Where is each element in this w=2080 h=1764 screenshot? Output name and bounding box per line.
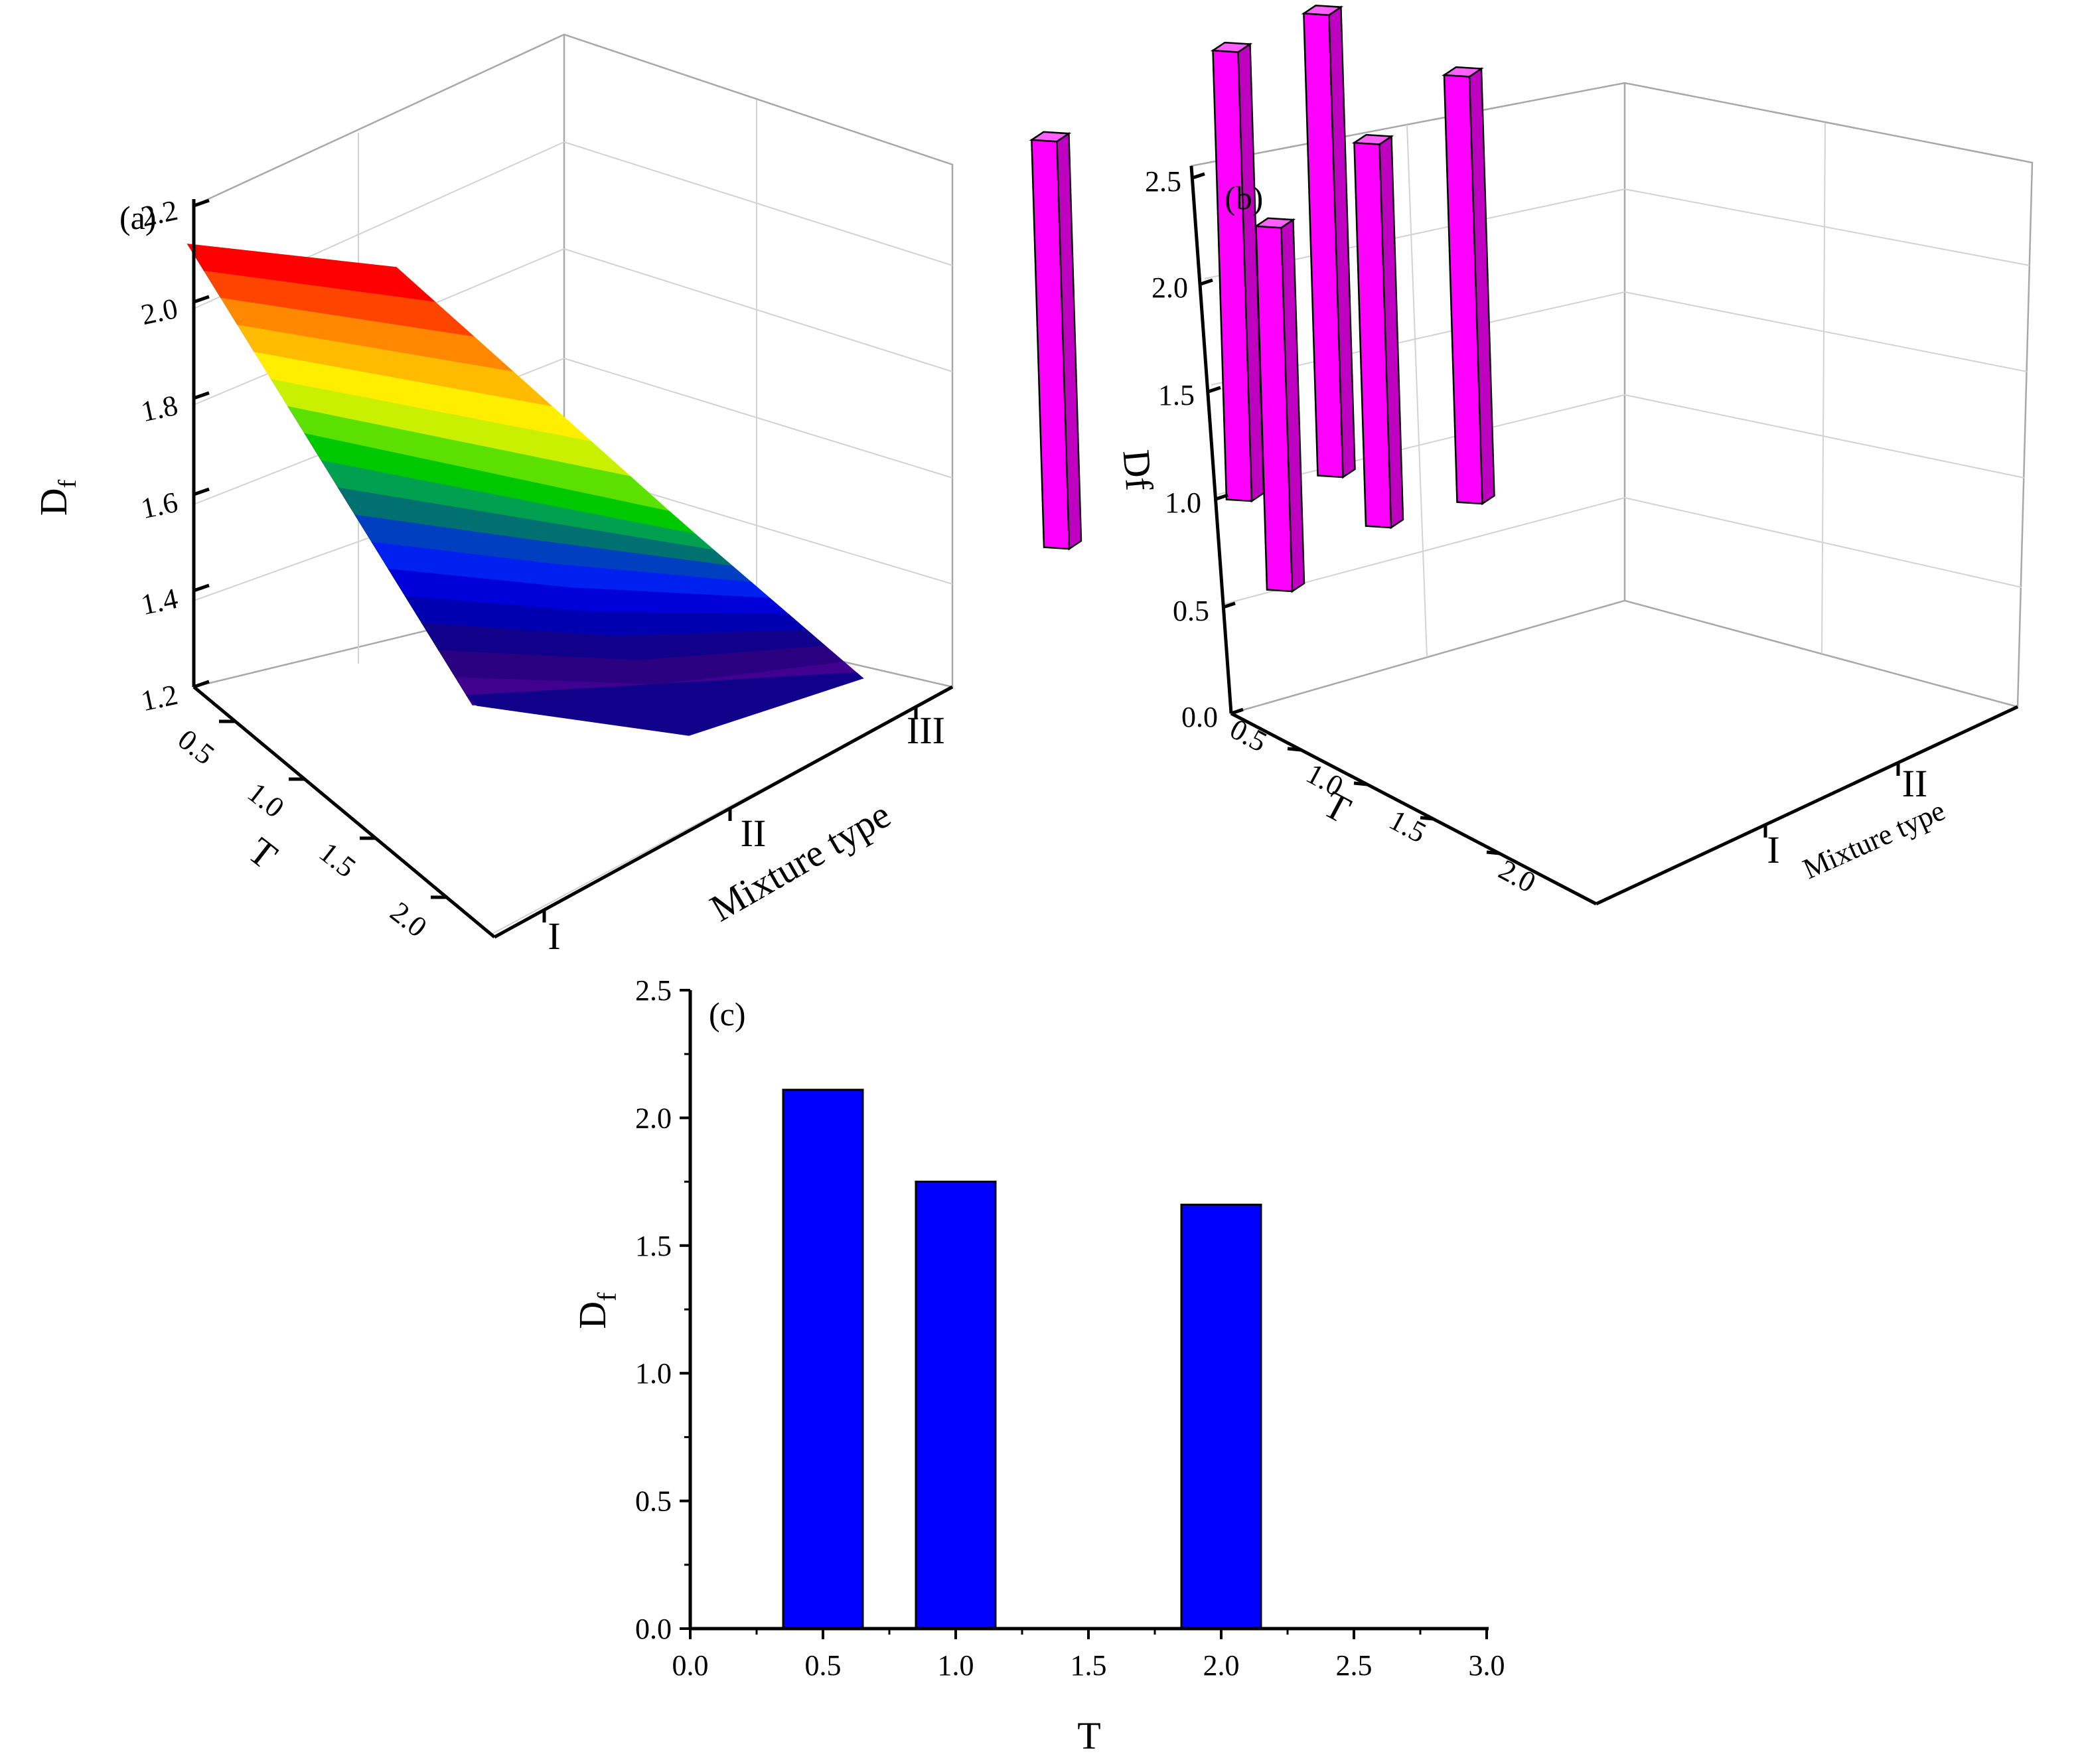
panel-c-y-axis-label: Df bbox=[571, 1292, 622, 1329]
panel-a-mixture-axis-label: Mixture type bbox=[703, 792, 897, 930]
panel-a-t-tick-label: 1.5 bbox=[313, 836, 362, 883]
panel-b-label: (b) bbox=[1225, 179, 1263, 216]
panel-c-x-tick-label: 2.0 bbox=[1203, 1649, 1240, 1682]
panel-c-x-axis-label: T bbox=[1077, 1714, 1100, 1757]
panel-a-z-tick-label: 1.6 bbox=[138, 486, 181, 525]
panel-a-t-tick-label: 0.5 bbox=[172, 723, 221, 771]
panel-a-t-axis-label: T bbox=[240, 829, 285, 877]
panel-b-z-tick-label: 1.0 bbox=[1165, 486, 1201, 519]
panel-a-z-tick-label: 1.8 bbox=[138, 389, 181, 428]
panel-c-bars bbox=[782, 1088, 1262, 1630]
panel-b-t-ticks: 0.5 1.0 1.5 2.0 bbox=[1225, 713, 1541, 899]
panel-b-z-axis bbox=[1189, 165, 1233, 714]
panel-b-z-tick-label: 1.5 bbox=[1158, 379, 1195, 411]
panel-b-t-tick-label: 0.5 bbox=[1225, 713, 1272, 759]
panel-c-y-tick-label: 0.0 bbox=[635, 1613, 672, 1645]
panel-c-bar bbox=[782, 1088, 864, 1630]
panel-a-mixture-tick-label: II bbox=[741, 812, 767, 855]
panel-a-surface-chart: 2.2 2.0 1.8 1.6 1.4 1.2 Df 0.5 1.0 1.5 2… bbox=[32, 33, 954, 958]
panel-a-t-tick-label: 2.0 bbox=[384, 895, 433, 943]
panel-b-t-axis bbox=[1230, 711, 1597, 906]
panel-b-t-tick-label: 1.5 bbox=[1384, 804, 1432, 849]
panel-c-bar bbox=[915, 1181, 997, 1630]
panel-b-z-tick-label: 2.0 bbox=[1151, 271, 1188, 304]
panel-a-label: (a) bbox=[119, 199, 157, 236]
panel-b-bar-top bbox=[1351, 133, 1394, 145]
panel-a-t-axis bbox=[192, 686, 496, 938]
panel-b-z-tick-label: 0.5 bbox=[1173, 595, 1209, 627]
panel-c-x-tick-label: 0.5 bbox=[805, 1649, 842, 1682]
panel-c-bar-chart: 0.0 0.5 1.0 1.5 2.0 2.5 3.00.00.51.01.52.02.5 … bbox=[571, 974, 1505, 1757]
panel-a-z-tick-label: 2.0 bbox=[138, 292, 181, 331]
panel-b-mixture-ticks: I II bbox=[1763, 762, 1928, 871]
panel-c-y-tick-label: 2.0 bbox=[635, 1102, 672, 1134]
panel-c-x-tick-label: 0.0 bbox=[672, 1649, 709, 1682]
panel-b-mixture-axis-label: Mixture type bbox=[1798, 794, 1950, 885]
panel-b-bar-top bbox=[1029, 131, 1072, 143]
panel-b-bar-top bbox=[1210, 41, 1253, 53]
panel-b-bar-top bbox=[1253, 217, 1296, 229]
panel-b-mixture-axis bbox=[1595, 705, 2019, 906]
panel-a-surface bbox=[186, 244, 864, 736]
panel-b-z-ticks: 2.5 2.0 1.5 1.0 0.5 0.0 bbox=[1145, 165, 1244, 733]
panel-a-surface-band bbox=[465, 672, 864, 736]
panel-b-z-tick-label: 0.0 bbox=[1181, 701, 1218, 733]
panel-c-y-tick-label: 1.5 bbox=[635, 1230, 672, 1262]
panel-a-z-ticks: 2.2 2.0 1.8 1.6 1.4 1.2 bbox=[138, 194, 210, 717]
panel-c-x-tick-label: 1.0 bbox=[938, 1649, 974, 1682]
panel-b-mixture-tick-label: II bbox=[1902, 762, 1928, 805]
panel-a-mixture-axis bbox=[493, 685, 954, 939]
panel-b-z-axis-label: Df bbox=[1114, 448, 1161, 492]
panel-b-mixture-tick-label: I bbox=[1767, 828, 1779, 871]
panel-c-bar bbox=[1180, 1203, 1262, 1630]
panel-a-mixture-tick-label: III bbox=[907, 709, 945, 752]
panel-a-t-ticks: 0.5 1.0 1.5 2.0 bbox=[172, 719, 447, 944]
panel-a-t-tick-label: 1.0 bbox=[242, 776, 291, 824]
panel-c-y-tick-label: 0.5 bbox=[635, 1485, 672, 1518]
panel-a-mixture-tick-label: I bbox=[548, 915, 560, 958]
panel-a-z-tick-label: 2.2 bbox=[138, 194, 181, 233]
panel-c-x-tick-label: 1.5 bbox=[1071, 1649, 1107, 1682]
panel-a-z-tick-label: 1.4 bbox=[138, 582, 181, 621]
panel-c-y-tick-label: 1.0 bbox=[635, 1357, 672, 1390]
panel-b-bar-top bbox=[1442, 66, 1484, 78]
panel-b-3d-bar-chart: 2.5 2.0 1.5 1.0 0.5 0.0 Df 0.5 1.0 1.5 2… bbox=[1029, 5, 2034, 906]
panel-a-z-tick-label: 1.2 bbox=[138, 678, 181, 717]
panel-b-bars bbox=[1029, 5, 1495, 593]
panel-c-ticks: 0.0 0.5 1.0 1.5 2.0 2.5 3.0 0.0 0.5 1.0 1.5 2.0 2.5 bbox=[635, 974, 1505, 1682]
panel-c-x-tick-label: 3.0 bbox=[1469, 1649, 1505, 1682]
panel-b-z-tick-label: 2.5 bbox=[1145, 165, 1181, 198]
panel-b-t-tick-label: 2.0 bbox=[1493, 853, 1541, 899]
panel-b-bar-top bbox=[1301, 5, 1344, 16]
panel-c-y-tick-label: 2.5 bbox=[635, 974, 672, 1007]
panel-c-x-tick-label: 2.5 bbox=[1336, 1649, 1373, 1682]
panel-a-mixture-ticks: I II III bbox=[542, 707, 945, 958]
panel-a-z-axis-label: Df bbox=[32, 479, 82, 516]
panel-c-label: (c) bbox=[709, 995, 746, 1033]
